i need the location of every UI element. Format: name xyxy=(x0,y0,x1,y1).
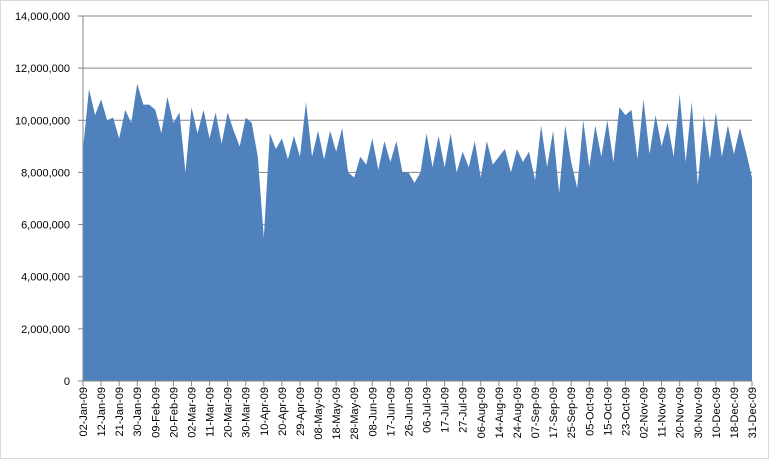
y-tick-label: 2,000,000 xyxy=(21,324,70,336)
y-tick-label: 6,000,000 xyxy=(21,220,70,232)
x-tick-label: 27-Jul-09 xyxy=(458,387,470,433)
x-tick-label: 09-Feb-09 xyxy=(150,387,162,438)
x-tick-label: 21-Jan-09 xyxy=(114,387,126,437)
x-tick-label: 11-Nov-09 xyxy=(657,387,669,438)
x-tick-label: 20-Mar-09 xyxy=(223,387,235,438)
x-tick-label: 25-Sep-09 xyxy=(566,387,578,438)
y-tick-label: 10,000,000 xyxy=(15,115,70,127)
x-tick-label: 17-Jul-09 xyxy=(440,387,452,433)
y-tick-label: 8,000,000 xyxy=(21,167,70,179)
x-tick-label: 02-Jan-09 xyxy=(78,387,90,437)
x-tick-label: 30-Nov-09 xyxy=(693,387,705,438)
x-tick-label: 02-Mar-09 xyxy=(186,387,198,438)
x-tick-label: 06-Jul-09 xyxy=(422,387,434,433)
x-tick-label: 17-Sep-09 xyxy=(548,387,560,438)
x-tick-label: 14-Aug-09 xyxy=(494,387,506,438)
x-tick-label: 05-Oct-09 xyxy=(584,387,596,436)
x-tick-label: 29-Apr-09 xyxy=(295,387,307,436)
x-tick-label: 15-Oct-09 xyxy=(602,387,614,436)
x-tick-label: 06-Aug-09 xyxy=(476,387,488,438)
x-tick-label: 08-May-09 xyxy=(313,387,325,440)
x-tick-label: 18-Dec-09 xyxy=(729,387,741,438)
x-tick-label: 24-Aug-09 xyxy=(512,387,524,438)
x-tick-label: 08-Jun-09 xyxy=(367,387,379,437)
x-tick-label: 17-Jun-09 xyxy=(385,387,397,437)
x-tick-label: 20-Apr-09 xyxy=(277,387,289,436)
x-tick-label: 31-Dec-09 xyxy=(747,387,759,438)
x-tick-label: 23-Oct-09 xyxy=(620,387,632,436)
x-tick-label: 02-Nov-09 xyxy=(639,387,651,438)
y-tick-label: 14,000,000 xyxy=(15,11,70,23)
x-tick-label: 18-May-09 xyxy=(331,387,343,440)
x-tick-label: 20-Feb-09 xyxy=(168,387,180,438)
area xyxy=(83,83,752,381)
x-tick-label: 20-Nov-09 xyxy=(675,387,687,438)
x-tick-label: 28-May-09 xyxy=(349,387,361,440)
x-tick-label: 10-Dec-09 xyxy=(711,387,723,438)
y-tick-label: 12,000,000 xyxy=(15,63,70,75)
y-tick-label: 4,000,000 xyxy=(21,272,70,284)
x-tick-label: 30-Mar-09 xyxy=(241,387,253,438)
x-tick-label: 26-Jun-09 xyxy=(403,387,415,437)
x-tick-label: 11-Mar-09 xyxy=(205,387,217,437)
x-tick-label: 30-Jan-09 xyxy=(132,387,144,437)
x-tick-label: 10-Apr-09 xyxy=(259,387,271,436)
x-tick-label: 12-Jan-09 xyxy=(96,387,108,437)
x-tick-label: 07-Sep-09 xyxy=(530,387,542,438)
y-tick-label: 0 xyxy=(64,376,70,388)
